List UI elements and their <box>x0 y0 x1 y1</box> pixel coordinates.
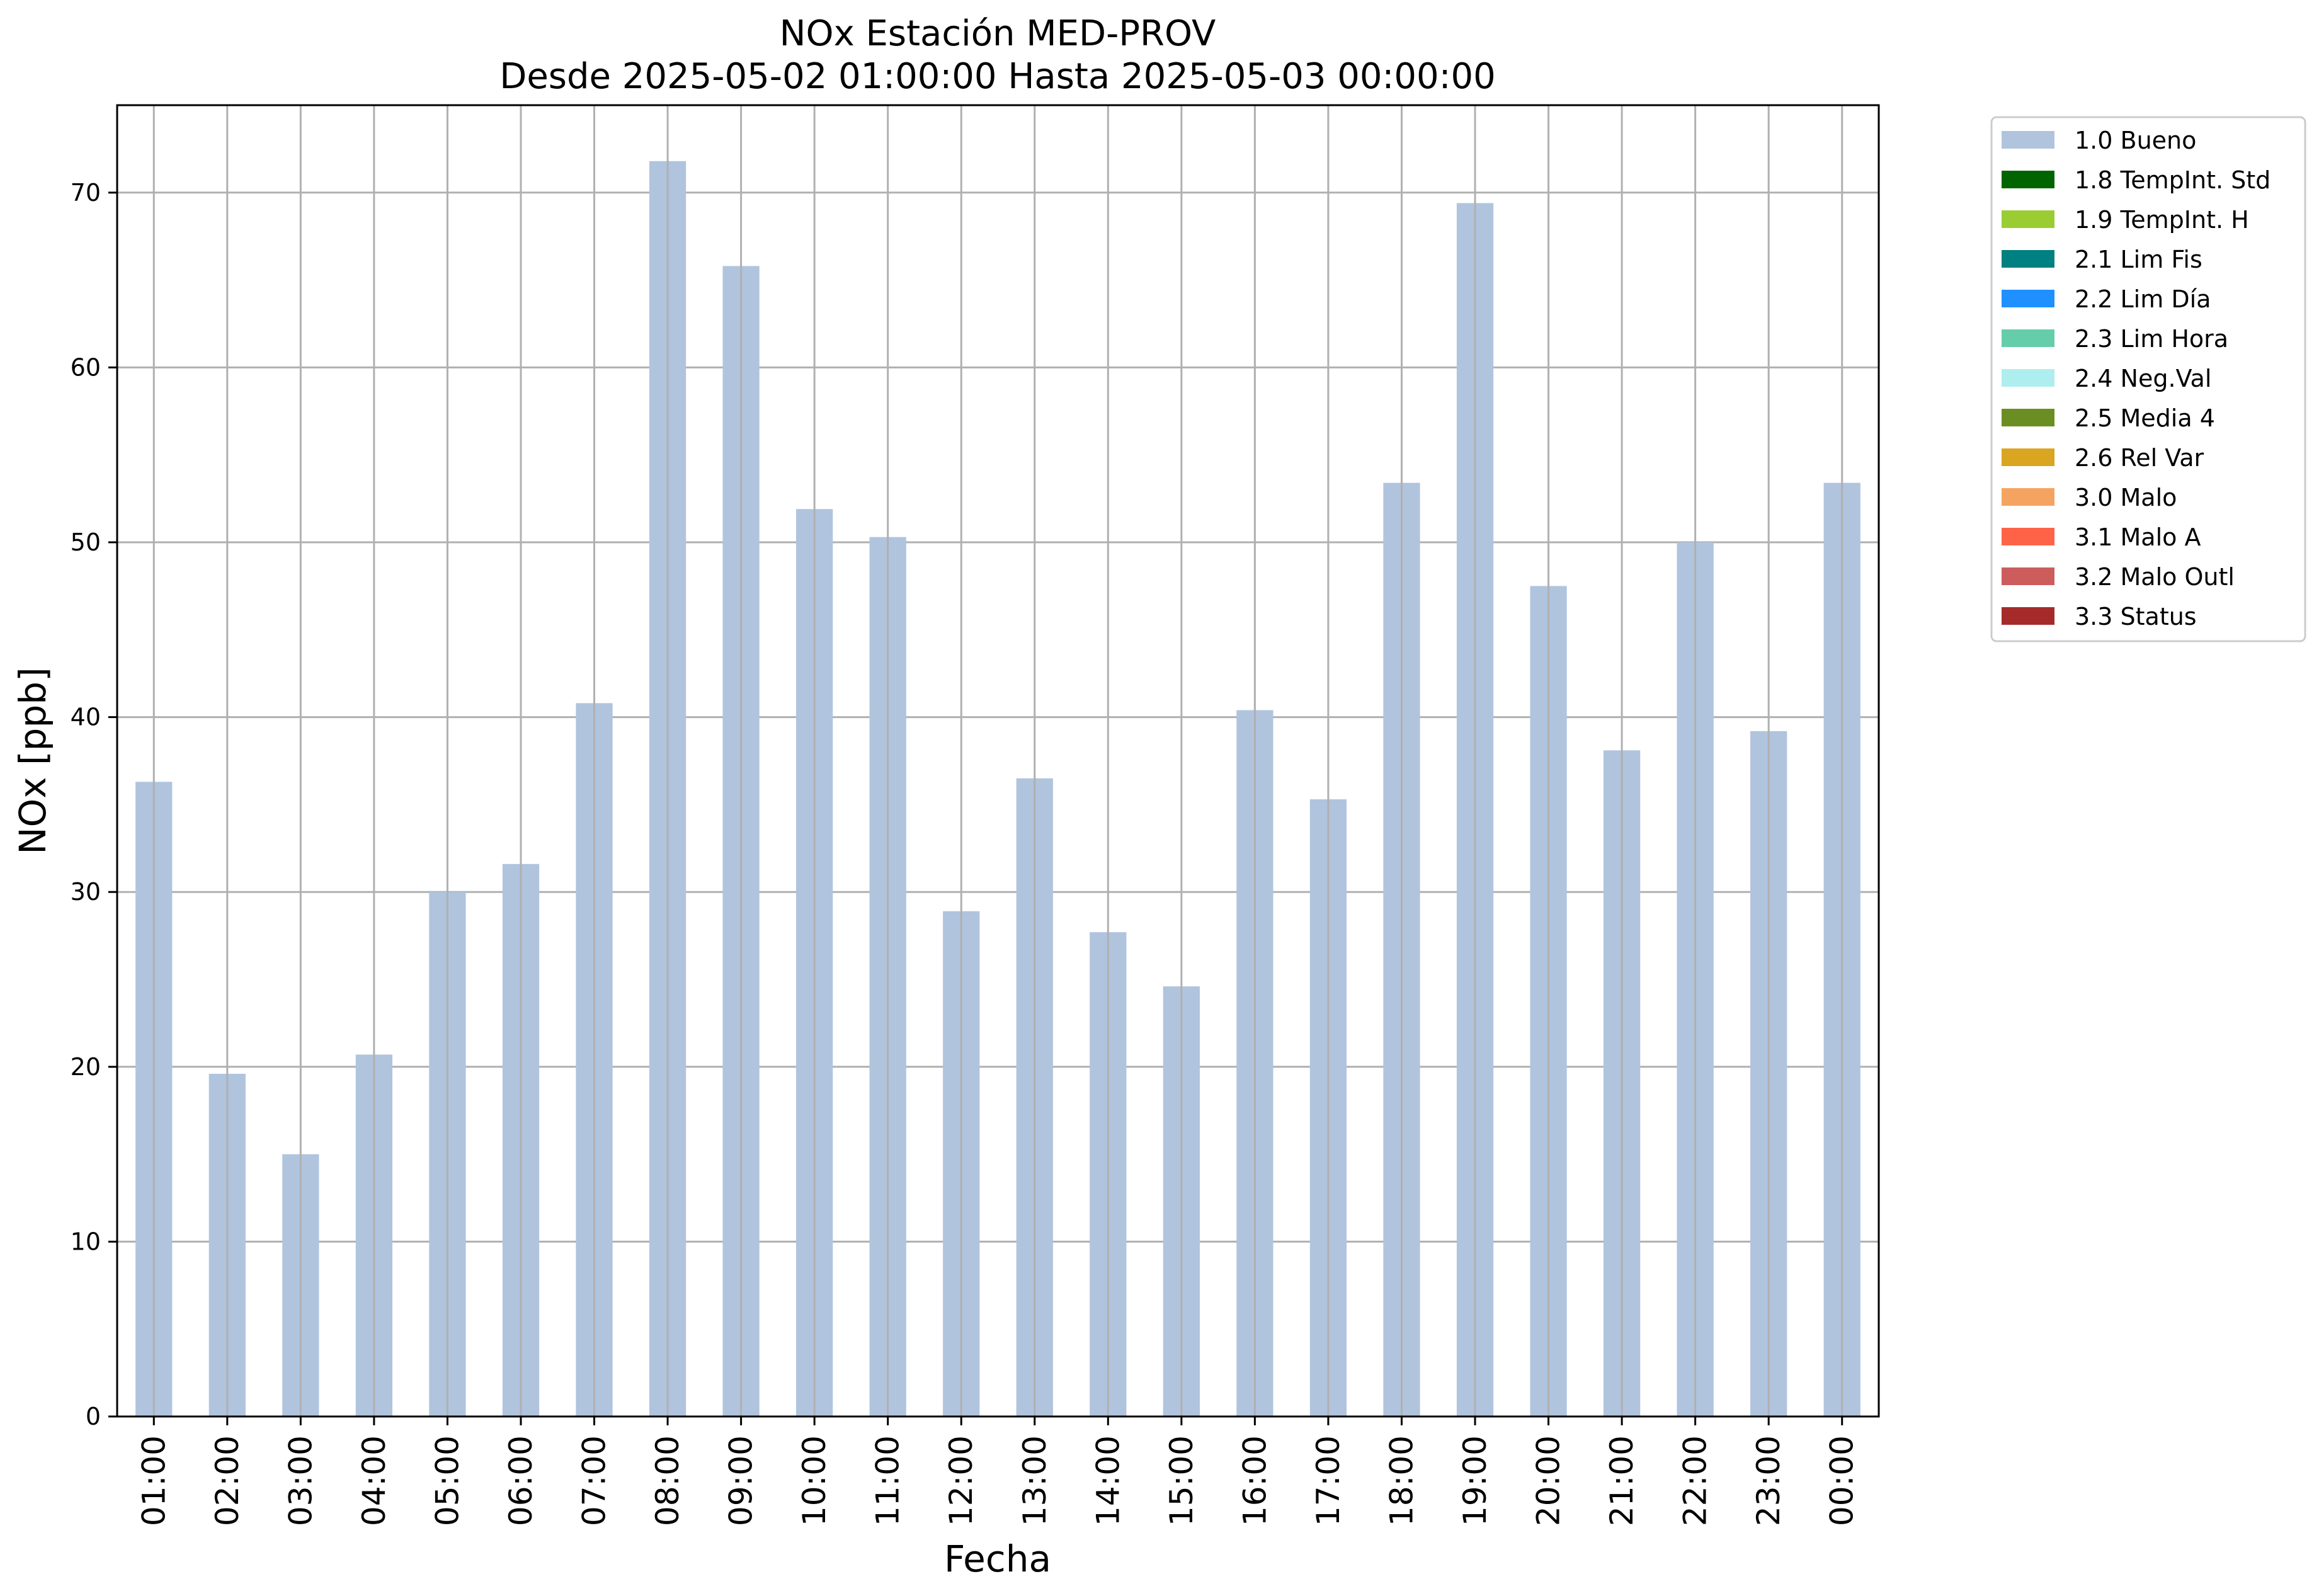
x-tick-label: 17:00 <box>1310 1435 1347 1526</box>
vertical-grid-lines <box>152 105 1843 1416</box>
y-tick-label: 10 <box>71 1228 101 1255</box>
legend-label: 3.2 Malo Outl <box>2075 563 2235 591</box>
chart-title: NOx Estación MED-PROV <box>780 13 1216 54</box>
legend-frame <box>1990 116 2306 642</box>
y-tick-label: 20 <box>71 1053 101 1081</box>
y-axis-ticks: 0 10 20 30 40 50 60 70 <box>71 179 117 1430</box>
x-axis-label: Fecha <box>944 1537 1051 1580</box>
legend-label: 3.1 Malo A <box>2075 523 2201 551</box>
x-tick-label: 13:00 <box>1017 1435 1053 1526</box>
x-tick-label: 06:00 <box>503 1435 539 1526</box>
x-tick-label: 07:00 <box>576 1435 613 1526</box>
legend: 1.0 Bueno 1.8 TempInt. Std 1.9 TempInt. H 2… <box>1990 116 2306 642</box>
x-tick-label: 04:00 <box>356 1435 392 1526</box>
x-tick-label: 12:00 <box>943 1435 979 1526</box>
x-tick-label: 15:00 <box>1163 1435 1200 1526</box>
x-tick-label: 16:00 <box>1236 1435 1273 1526</box>
legend-label: 2.6 Rel Var <box>2075 444 2204 472</box>
legend-swatch <box>2002 448 2054 466</box>
legend-label: 3.3 Status <box>2075 603 2197 630</box>
x-tick-label: 21:00 <box>1604 1435 1640 1526</box>
legend-swatch <box>2002 528 2054 545</box>
legend-label: 2.1 Lim Fis <box>2075 246 2202 273</box>
legend-label: 3.0 Malo <box>2075 484 2177 511</box>
x-tick-label: 09:00 <box>723 1435 760 1526</box>
legend-swatch <box>2002 488 2054 506</box>
x-tick-label: 05:00 <box>429 1435 465 1526</box>
legend-label: 2.3 Lim Hora <box>2075 325 2228 353</box>
legend-label: 1.0 Bueno <box>2075 127 2196 154</box>
x-tick-label: 08:00 <box>649 1435 686 1526</box>
legend-label: 1.9 TempInt. H <box>2075 206 2249 234</box>
grid-lines <box>117 191 1879 1418</box>
legend-label: 2.5 Media 4 <box>2075 404 2215 432</box>
x-tick-label: 22:00 <box>1677 1435 1714 1526</box>
legend-swatch <box>2002 131 2054 149</box>
legend-swatch <box>2002 369 2054 387</box>
x-tick-label: 10:00 <box>796 1435 833 1526</box>
legend-label: 2.2 Lim Día <box>2075 285 2211 313</box>
x-tick-label: 19:00 <box>1457 1435 1493 1526</box>
y-tick-label: 70 <box>71 179 101 207</box>
y-tick-label: 50 <box>71 528 101 556</box>
y-tick-label: 30 <box>71 878 101 906</box>
plot-frame <box>116 104 1880 1418</box>
x-tick-label: 11:00 <box>870 1435 906 1526</box>
x-tick-label: 00:00 <box>1824 1435 1860 1526</box>
bars <box>135 161 1860 1417</box>
legend-swatch <box>2002 290 2054 307</box>
legend-label: 1.8 TempInt. Std <box>2075 166 2271 194</box>
x-tick-label: 02:00 <box>209 1435 246 1526</box>
y-tick-label: 40 <box>71 704 101 731</box>
legend-swatch <box>2002 567 2054 585</box>
x-tick-label: 18:00 <box>1383 1435 1420 1526</box>
legend-swatch <box>2002 329 2054 347</box>
y-tick-label: 0 <box>86 1403 101 1430</box>
legend-label: 2.4 Neg.Val <box>2075 365 2211 392</box>
x-tick-label: 14:00 <box>1090 1435 1126 1526</box>
y-axis-label: NOx [ppb] <box>11 667 54 855</box>
legend-swatch <box>2002 250 2054 268</box>
legend-swatch <box>2002 210 2054 228</box>
y-tick-label: 60 <box>71 353 101 381</box>
x-tick-label: 23:00 <box>1750 1435 1787 1526</box>
legend-swatch <box>2002 171 2054 188</box>
chart-subtitle: Desde 2025-05-02 01:00:00 Hasta 2025-05-… <box>499 56 1496 97</box>
x-tick-label: 01:00 <box>135 1435 172 1526</box>
legend-swatch <box>2002 607 2054 625</box>
legend-swatch <box>2002 409 2054 426</box>
x-tick-label: 03:00 <box>282 1435 319 1526</box>
x-axis-ticks: 01:00 02:00 03:00 04:00 05:00 06:00 07:00 08:00… <box>135 1416 1860 1526</box>
x-tick-label: 20:00 <box>1530 1435 1567 1526</box>
